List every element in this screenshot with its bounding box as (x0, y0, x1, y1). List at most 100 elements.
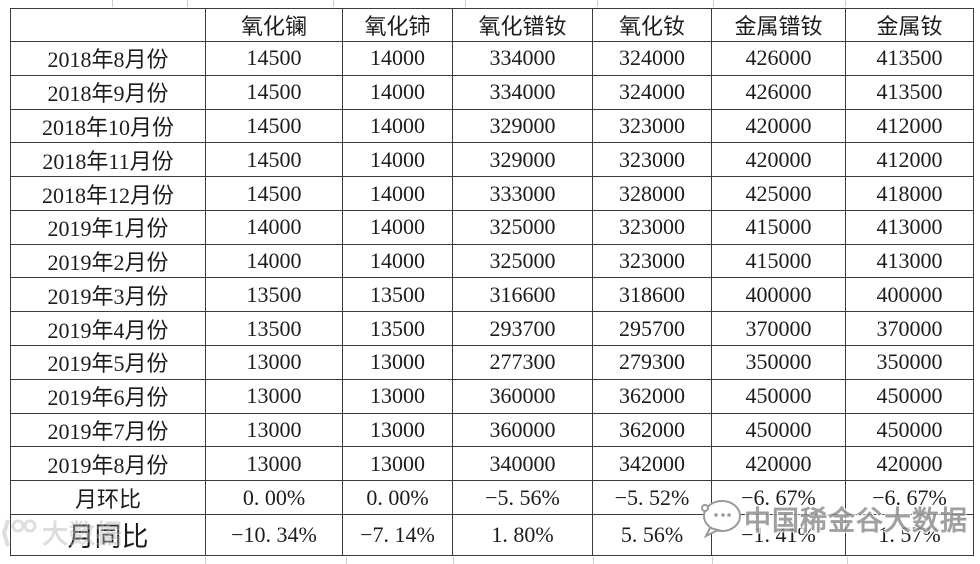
table-cell: −6. 67% (711, 480, 846, 515)
grid-sliver (346, 557, 347, 564)
table-cell: 14500 (205, 142, 343, 178)
grid-sliver (187, 0, 188, 7)
grid-sliver (112, 0, 113, 7)
table-cell: 370000 (711, 311, 846, 347)
table-cell: −5. 52% (592, 480, 712, 515)
table-cell: 342000 (592, 446, 712, 482)
table-cell: 370000 (845, 311, 974, 347)
table-row: 2018年11月份 14500 14000 329000 323000 420000 412… (10, 142, 974, 178)
table-cell: −1. 41% (711, 513, 846, 557)
table-cell: 293700 (452, 311, 593, 347)
table-cell: 450000 (711, 378, 846, 414)
column-header: 氧化镧 (205, 8, 343, 42)
table-cell: 14500 (205, 176, 343, 211)
table-cell: 450000 (711, 412, 846, 448)
table-cell: 324000 (592, 41, 712, 76)
table-cell: 13500 (342, 311, 453, 347)
row-label: 月环比 (10, 480, 206, 515)
table-cell: 14000 (342, 108, 453, 144)
table-cell: 420000 (711, 142, 846, 178)
grid-sliver (847, 557, 848, 564)
grid-sliver (597, 0, 598, 7)
rare-earth-price-table: 氧化镧 氧化铈 氧化镨钕 氧化钕 金属镨钕 金属钕 2018年8月份 14500 14000 3… (10, 8, 974, 557)
table-cell: 13500 (205, 277, 343, 313)
table-cell: 450000 (845, 378, 974, 414)
table-cell: 324000 (592, 74, 712, 110)
table-cell: 0. 00% (205, 480, 343, 515)
table-cell: 0. 00% (342, 480, 453, 515)
row-label: 2019年4月份 (10, 311, 206, 347)
column-header: 氧化镨钕 (452, 8, 593, 42)
grid-sliver (712, 557, 713, 564)
table-row: 2019年2月份 14000 14000 325000 323000 415000 4130… (10, 243, 974, 279)
column-header (10, 8, 206, 42)
row-label: 2019年8月份 (10, 446, 206, 482)
table-cell: 413500 (845, 74, 974, 110)
table-cell: 415000 (711, 243, 846, 279)
table-cell: 13000 (342, 446, 453, 482)
table-cell: 14000 (342, 243, 453, 279)
table-cell: 412000 (845, 108, 974, 144)
table-cell: 279300 (592, 345, 712, 380)
row-label: 2019年1月份 (10, 209, 206, 245)
table-cell: 14500 (205, 74, 343, 110)
table-row: 2018年9月份 14500 14000 334000 324000 426000 4135… (10, 74, 974, 110)
table-cell: 14000 (342, 209, 453, 245)
table-cell: −10. 34% (205, 513, 343, 557)
table-cell: −7. 14% (342, 513, 453, 557)
table-cell: 13000 (205, 412, 343, 448)
table-cell: 325000 (452, 243, 593, 279)
table-row: 月同比 −10. 34% −7. 14% 1. 80% 5. 56% −1. 41% 1. … (10, 513, 974, 557)
table-cell: 1. 80% (452, 513, 593, 557)
column-header: 金属镨钕 (711, 8, 846, 42)
table-cell: 360000 (452, 378, 593, 414)
row-label: 2019年3月份 (10, 277, 206, 313)
row-label: 月同比 (10, 513, 206, 557)
row-label: 2019年2月份 (10, 243, 206, 279)
table-cell: 412000 (845, 142, 974, 178)
table-cell: 277300 (452, 345, 593, 380)
column-header: 金属钕 (845, 8, 974, 42)
table-cell: 426000 (711, 41, 846, 76)
table-cell: 318600 (592, 277, 712, 313)
table-cell: 13500 (342, 277, 453, 313)
row-label: 2019年5月份 (10, 345, 206, 380)
table-row: 2019年7月份 13000 13000 360000 362000 450000 4500… (10, 412, 974, 448)
table-cell: 13000 (342, 412, 453, 448)
table-cell: 13000 (205, 345, 343, 380)
table-row: 2019年1月份 14000 14000 325000 323000 415000 4130… (10, 209, 974, 245)
column-header: 氧化钕 (592, 8, 712, 42)
grid-sliver (845, 0, 846, 7)
row-label: 2018年8月份 (10, 41, 206, 76)
table-row: 月环比 0. 00% 0. 00% −5. 56% −5. 52% −6. 67% −6. … (10, 480, 974, 515)
table-row: 2019年6月份 13000 13000 360000 362000 450000 4500… (10, 378, 974, 414)
row-label: 2019年7月份 (10, 412, 206, 448)
table-cell: 334000 (452, 74, 593, 110)
table-cell: 360000 (452, 412, 593, 448)
table-cell: 413500 (845, 41, 974, 76)
table-cell: 418000 (845, 176, 974, 211)
table-cell: 425000 (711, 176, 846, 211)
table-cell: 14000 (205, 243, 343, 279)
table-cell: 14000 (342, 176, 453, 211)
table-cell: 413000 (845, 243, 974, 279)
table-row: 2018年8月份 14500 14000 334000 324000 426000 4135… (10, 41, 974, 76)
table-cell: 450000 (845, 412, 974, 448)
table-cell: 323000 (592, 243, 712, 279)
table-cell: 328000 (592, 176, 712, 211)
table-cell: 334000 (452, 41, 593, 76)
table-header-row: 氧化镧 氧化铈 氧化镨钕 氧化钕 金属镨钕 金属钕 (10, 8, 974, 42)
table-cell: 13500 (205, 311, 343, 347)
table-cell: 329000 (452, 142, 593, 178)
table-cell: 5. 56% (592, 513, 712, 557)
table-cell: 420000 (711, 108, 846, 144)
table-cell: 13000 (342, 345, 453, 380)
grid-sliver (465, 0, 466, 7)
table-cell: 323000 (592, 209, 712, 245)
table-row: 2018年12月份 14500 14000 333000 328000 425000 418… (10, 176, 974, 211)
grid-sliver (333, 0, 334, 7)
row-label: 2018年10月份 (10, 108, 206, 144)
table-cell: 14500 (205, 108, 343, 144)
table-cell: 295700 (592, 311, 712, 347)
table-cell: 420000 (711, 446, 846, 482)
